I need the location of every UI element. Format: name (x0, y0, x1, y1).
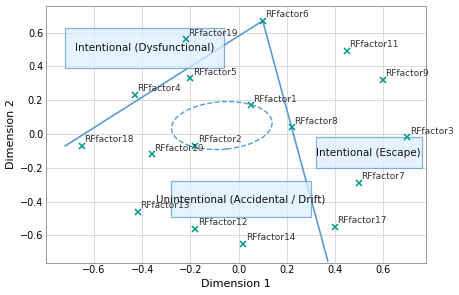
FancyBboxPatch shape (171, 181, 310, 217)
Text: RFfactor6: RFfactor6 (264, 10, 308, 19)
Text: Unintentional (Accidental / Drift): Unintentional (Accidental / Drift) (156, 194, 325, 204)
Text: RFfactor5: RFfactor5 (192, 68, 236, 76)
Text: RFfactor11: RFfactor11 (349, 40, 398, 50)
FancyBboxPatch shape (65, 27, 224, 68)
Text: RFfactor4: RFfactor4 (137, 84, 181, 94)
Text: RFfactor14: RFfactor14 (246, 233, 295, 242)
FancyBboxPatch shape (315, 137, 421, 168)
Text: RFfactor18: RFfactor18 (84, 135, 134, 144)
Text: Intentional (Escape): Intentional (Escape) (316, 148, 420, 158)
X-axis label: Dimension 1: Dimension 1 (201, 279, 270, 289)
Text: RFfactor8: RFfactor8 (293, 117, 337, 126)
Text: Intentional (Dysfunctional): Intentional (Dysfunctional) (75, 43, 214, 53)
Text: RFfactor13: RFfactor13 (140, 201, 189, 210)
Text: RFfactor10: RFfactor10 (154, 144, 203, 153)
Text: RFfactor9: RFfactor9 (385, 69, 428, 78)
Y-axis label: Dimension 2: Dimension 2 (6, 99, 16, 169)
Text: RFfactor2: RFfactor2 (197, 135, 241, 144)
Text: RFfactor12: RFfactor12 (197, 218, 246, 227)
Text: RFfactor3: RFfactor3 (409, 127, 453, 136)
Text: RFfactor17: RFfactor17 (336, 216, 386, 225)
Text: RFfactor7: RFfactor7 (361, 172, 404, 181)
Text: RFfactor19: RFfactor19 (188, 29, 237, 38)
Text: RFfactor1: RFfactor1 (252, 95, 296, 104)
